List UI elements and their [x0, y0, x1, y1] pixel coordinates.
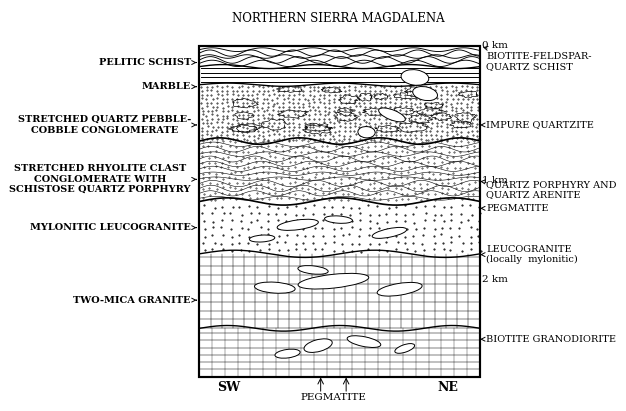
Text: LEUCOGRANITE
(locally  mylonitic): LEUCOGRANITE (locally mylonitic) [481, 245, 578, 264]
Ellipse shape [379, 108, 406, 122]
Ellipse shape [372, 227, 407, 238]
Text: BIOTITE-FELDSPAR-
QUARTZ SCHIST: BIOTITE-FELDSPAR- QUARTZ SCHIST [484, 46, 592, 71]
Ellipse shape [249, 235, 275, 242]
Text: STRETCHED QUARTZ PEBBLE-
COBBLE CONGLOMERATE: STRETCHED QUARTZ PEBBLE- COBBLE CONGLOME… [18, 115, 197, 135]
Text: PELITIC SCHIST: PELITIC SCHIST [98, 58, 197, 67]
Text: NE: NE [438, 381, 458, 394]
Text: PEGMATITE: PEGMATITE [300, 393, 366, 402]
Text: QUARTZ PORPHYRY AND
QUARTZ ARENITE: QUARTZ PORPHYRY AND QUARTZ ARENITE [481, 180, 617, 199]
Text: STRETCHED RHYOLITE CLAST
CONGLOMERATE WITH
SCHISTOSE QUARTZ PORPHYRY: STRETCHED RHYOLITE CLAST CONGLOMERATE WI… [9, 164, 197, 194]
Text: IMPURE QUARTZITE: IMPURE QUARTZITE [481, 120, 594, 129]
Text: BIOTITE GRANODIORITE: BIOTITE GRANODIORITE [481, 335, 616, 344]
Ellipse shape [395, 344, 414, 353]
Text: 0 km: 0 km [482, 41, 508, 50]
Text: 2 km: 2 km [482, 275, 508, 284]
Ellipse shape [401, 69, 429, 85]
Text: SW: SW [217, 381, 240, 394]
Text: PEGMATITE: PEGMATITE [481, 204, 549, 213]
Ellipse shape [277, 219, 319, 231]
Text: MYLONITIC LEUCOGRANITE: MYLONITIC LEUCOGRANITE [30, 223, 197, 232]
Ellipse shape [347, 336, 381, 347]
Ellipse shape [275, 349, 300, 358]
Ellipse shape [377, 282, 422, 296]
Text: 1 km: 1 km [482, 175, 508, 185]
Ellipse shape [304, 339, 332, 352]
Text: TWO-MICA GRANITE: TWO-MICA GRANITE [73, 296, 197, 305]
Text: NORTHERN SIERRA MAGDALENA: NORTHERN SIERRA MAGDALENA [232, 12, 445, 25]
Ellipse shape [298, 266, 328, 274]
Ellipse shape [298, 273, 369, 289]
Ellipse shape [324, 216, 352, 223]
Ellipse shape [413, 87, 438, 101]
Ellipse shape [255, 282, 295, 293]
Text: MARBLE: MARBLE [141, 82, 197, 91]
Bar [200, 46, 480, 376]
Bar [200, 46, 480, 376]
Ellipse shape [358, 127, 375, 138]
